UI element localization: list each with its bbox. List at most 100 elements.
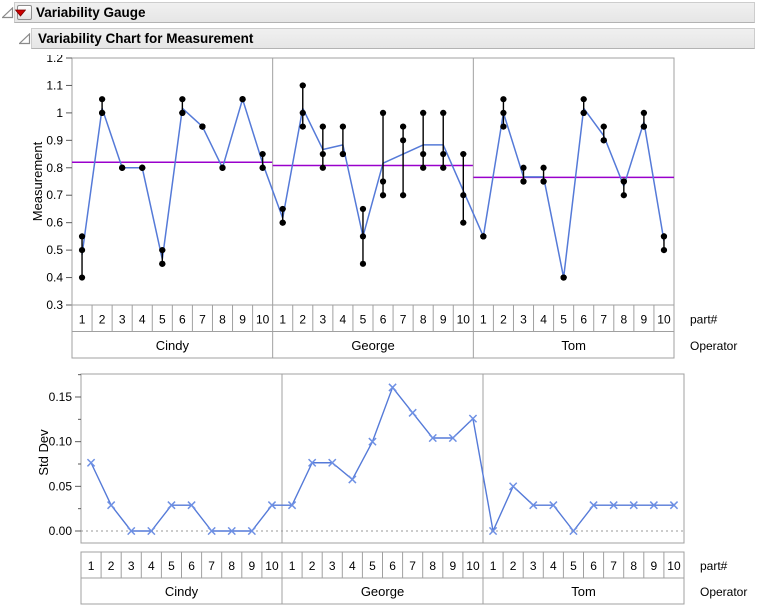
measurement-point[interactable] [500,109,507,116]
measurement-point[interactable] [139,164,146,171]
measurement-point[interactable] [379,109,387,116]
measurement-point[interactable] [540,178,547,185]
measurement-point[interactable] [460,150,467,158]
measurement-point[interactable] [359,205,367,213]
stddev-point[interactable] [127,526,136,536]
stddev-point[interactable] [509,482,518,491]
measurement-point[interactable] [480,233,487,240]
stddev-point[interactable] [227,526,236,536]
measurement-point[interactable] [379,192,387,199]
measurement-point[interactable] [259,150,266,158]
stddev-point[interactable] [267,501,277,510]
measurement-point[interactable] [580,96,587,103]
measurement-point[interactable] [78,233,86,240]
stddev-point[interactable] [468,414,478,423]
red-triangle-menu-icon[interactable] [15,5,32,20]
y-tick-label: 0.7 [46,188,63,202]
measurement-point[interactable] [319,123,326,130]
stddev-point[interactable] [649,501,658,510]
measurement-point[interactable] [179,96,186,103]
stddev-point[interactable] [107,501,116,510]
stddev-point[interactable] [247,526,256,536]
stddev-point[interactable] [569,526,578,536]
stddev-point[interactable] [86,458,96,467]
measurement-point[interactable] [400,192,407,199]
stddev-point[interactable] [549,501,558,510]
measurement-point[interactable] [520,178,527,185]
stddev-point[interactable] [207,526,216,536]
stddev-point[interactable] [589,501,598,510]
measurement-point[interactable] [199,123,206,130]
measurement-point[interactable] [420,164,427,171]
stddev-point[interactable] [529,501,538,510]
measurement-point[interactable] [279,205,286,213]
measurement-point[interactable] [259,164,266,171]
measurement-point[interactable] [99,109,106,116]
stddev-point[interactable] [308,458,317,467]
stddev-point[interactable] [368,437,377,446]
y-tick-label: 0.4 [46,271,63,285]
stddev-point[interactable] [408,408,417,417]
measurement-point[interactable] [99,96,106,103]
measurement-point[interactable] [560,274,567,281]
measurement-point[interactable] [460,219,467,226]
measurement-point[interactable] [219,164,226,171]
measurement-point[interactable] [159,247,166,254]
measurement-point[interactable] [500,96,507,103]
measurement-point[interactable] [319,164,326,171]
measurement-point[interactable] [620,178,627,185]
stddev-point[interactable] [287,501,297,510]
measurement-point[interactable] [520,164,527,171]
stddev-point[interactable] [167,501,176,510]
measurement-point[interactable] [640,109,648,116]
measurement-point[interactable] [359,260,367,267]
measurement-point[interactable] [440,150,447,158]
measurement-point[interactable] [339,150,346,158]
measurement-point[interactable] [660,233,668,240]
measurement-point[interactable] [279,219,286,226]
stddev-point[interactable] [629,501,638,510]
disclosure-triangle-icon[interactable] [19,33,31,45]
measurement-point[interactable] [440,109,447,116]
measurement-point[interactable] [400,123,407,130]
stddev-point[interactable] [609,501,618,510]
stddev-point[interactable] [488,526,498,536]
stddev-point[interactable] [448,433,457,443]
measurement-point[interactable] [319,150,326,158]
measurement-point[interactable] [239,96,246,103]
stddev-point[interactable] [388,383,397,392]
measurement-point[interactable] [500,123,507,130]
stddev-point[interactable] [328,458,337,467]
measurement-point[interactable] [159,260,166,267]
measurement-point[interactable] [299,109,306,116]
measurement-point[interactable] [420,150,427,158]
measurement-point[interactable] [440,164,447,171]
measurement-point[interactable] [339,123,346,130]
measurement-point[interactable] [78,274,86,281]
measurement-point[interactable] [600,137,607,144]
stddev-point[interactable] [147,526,156,536]
measurement-point[interactable] [460,192,467,199]
measurement-point[interactable] [119,164,126,171]
measurement-point[interactable] [299,123,306,130]
measurement-point[interactable] [359,233,367,240]
measurement-point[interactable] [78,247,86,254]
stddev-point[interactable] [428,433,437,443]
measurement-point[interactable] [420,109,427,116]
measurement-point[interactable] [400,137,407,144]
part-label: 2 [510,559,517,573]
disclosure-triangle-icon[interactable] [2,7,14,19]
measurement-point[interactable] [580,109,587,116]
measurement-point[interactable] [379,178,387,185]
measurement-point[interactable] [299,82,306,89]
stddev-point[interactable] [669,501,679,510]
measurement-point[interactable] [660,247,668,254]
measurement-point[interactable] [600,123,607,130]
measurement-point[interactable] [620,192,627,199]
measurement-point[interactable] [540,164,547,171]
part-label: 10 [256,313,270,327]
stddev-point[interactable] [187,501,196,510]
stddev-point[interactable] [348,475,357,484]
measurement-point[interactable] [179,109,186,116]
measurement-point[interactable] [640,123,648,130]
